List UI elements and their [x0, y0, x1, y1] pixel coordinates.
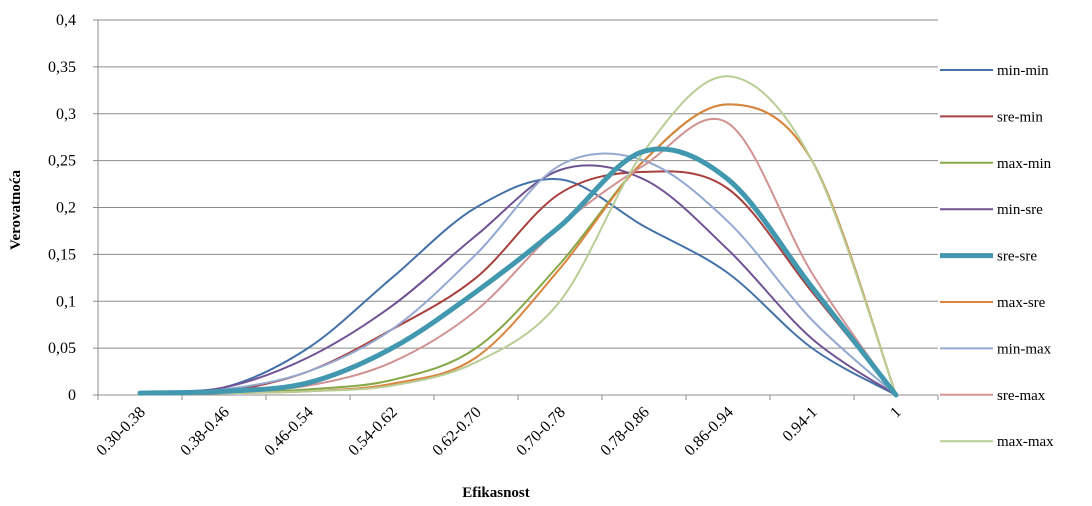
y-tick-label: 0,3	[56, 106, 76, 123]
y-tick-label: 0,1	[56, 293, 76, 310]
series-line-sre-sre	[137, 146, 899, 398]
x-tick-label: 0.46-0.54	[261, 404, 316, 459]
y-axis-ticks: 0 0,05 0,1 0,15 0,2 0,25 0,3 0,35 0,4	[48, 12, 76, 404]
y-tick-label: 0,15	[48, 246, 76, 263]
legend-label-sre-sre: sre-sre	[997, 249, 1037, 265]
x-tick-label: 0.38-0.46	[177, 404, 232, 459]
x-tick-label: 0.54-0.62	[345, 404, 400, 459]
series-line-max-max	[139, 75, 897, 396]
y-tick-label: 0,2	[56, 200, 76, 217]
x-tick-label: 1	[887, 404, 905, 422]
y-axis-title: Verovatnoća	[8, 170, 24, 250]
x-tick-label: 0.86-0.94	[681, 404, 736, 459]
y-tick-label: 0,25	[48, 153, 76, 170]
x-tick-label: 0.62-0.70	[429, 404, 484, 459]
y-tick-label: 0,35	[48, 59, 76, 76]
y-tick-label: 0,05	[48, 340, 76, 357]
series-line-min-max	[139, 152, 897, 396]
y-tick-label: 0	[68, 387, 76, 404]
x-tick-label: 0.94-1	[780, 404, 821, 445]
legend-label-sre-max: sre-max	[997, 388, 1046, 404]
series-lines	[137, 75, 899, 398]
x-tick-label: 0.30-0.38	[93, 404, 148, 459]
legend-label-max-min: max-min	[997, 156, 1052, 172]
legend-label-max-sre: max-sre	[997, 295, 1046, 311]
x-tick-label: 0.78-0.86	[597, 404, 652, 459]
legend: min-min sre-min max-min min-sre sre-sre max-s…	[940, 63, 1054, 450]
y-tick-label: 0,4	[56, 12, 76, 29]
x-axis-ticks: 0.30-0.38 0.38-0.46 0.46-0.54 0.54-0.62 0.62…	[93, 395, 939, 459]
legend-label-min-max: min-max	[997, 341, 1052, 357]
legend-label-min-min: min-min	[997, 63, 1049, 79]
x-tick-label: 0.70-0.78	[513, 404, 568, 459]
x-axis-title: Efikasnost	[462, 485, 530, 501]
legend-label-sre-min: sre-min	[997, 109, 1043, 125]
legend-label-max-max: max-max	[997, 434, 1054, 450]
legend-label-min-sre: min-sre	[997, 202, 1043, 218]
series-line-min-min	[139, 177, 897, 396]
series-line-min-sre	[139, 164, 897, 396]
gridlines	[93, 19, 938, 396]
